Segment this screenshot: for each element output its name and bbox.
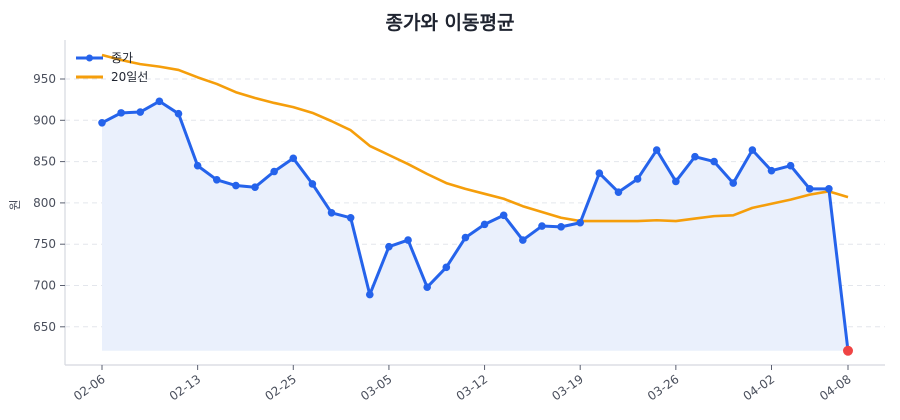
x-axis-ticks: 02-06 02-13 02-25 03-05 03-12 03-19 03-26 04-02… xyxy=(71,365,854,403)
x-tick-label: 02-25 xyxy=(262,372,299,403)
close-price-point xyxy=(117,109,125,117)
close-price-point xyxy=(212,175,221,184)
close-price-point xyxy=(729,179,738,187)
close-price-point xyxy=(595,169,604,177)
chart-title: 종가와 이동평균 xyxy=(385,12,515,34)
close-price-point xyxy=(748,146,757,154)
y-tick-label: 800 xyxy=(33,196,56,210)
ma20-line xyxy=(101,53,849,223)
close-price-point xyxy=(193,161,202,170)
y-axis-ticks: 650 700 750 800 850 900 950 xyxy=(33,72,65,334)
x-tick-label: 03-12 xyxy=(454,372,491,403)
legend: 종가 20일선 xyxy=(76,51,148,84)
y-tick-label: 700 xyxy=(33,279,56,293)
x-tick-label: 02-13 xyxy=(167,372,204,403)
close-price-point xyxy=(691,152,699,161)
close-price-point xyxy=(538,222,546,230)
series-lines xyxy=(101,53,850,351)
close-price-point xyxy=(805,185,814,193)
legend-close-marker-icon xyxy=(86,54,93,62)
x-tick-label: 03-19 xyxy=(549,372,586,403)
close-price-point xyxy=(327,209,336,217)
legend-label-ma20: 20일선 xyxy=(111,70,148,84)
legend-label-close: 종가 xyxy=(111,51,133,65)
data-markers xyxy=(98,97,853,356)
close-price-point xyxy=(557,223,565,231)
close-price-area xyxy=(102,101,848,351)
y-tick-label: 750 xyxy=(33,237,56,251)
close-price-point xyxy=(289,154,298,163)
close-price-point xyxy=(174,109,183,118)
close-price-line xyxy=(101,99,850,351)
close-price-point xyxy=(786,161,795,170)
close-area-fill xyxy=(102,101,848,351)
close-price-point xyxy=(365,290,374,299)
y-axis-label: 원 xyxy=(8,199,22,210)
close-price-point xyxy=(652,146,661,154)
y-tick-label: 850 xyxy=(33,155,56,169)
close-price-point xyxy=(308,180,317,188)
y-tick-label: 950 xyxy=(33,72,56,86)
close-price-point xyxy=(270,167,278,176)
close-price-point xyxy=(423,283,431,291)
close-price-point xyxy=(251,183,259,192)
close-price-point xyxy=(98,118,106,127)
x-tick-label: 03-26 xyxy=(645,372,682,403)
highlighted-last-point xyxy=(843,345,853,356)
close-price-point xyxy=(346,213,355,222)
x-tick-label: 04-02 xyxy=(741,372,778,403)
close-price-point xyxy=(710,157,718,166)
y-tick-label: 650 xyxy=(33,320,56,334)
close-price-point xyxy=(633,175,642,183)
y-tick-label: 900 xyxy=(33,113,56,127)
x-tick-label: 03-05 xyxy=(358,372,395,403)
close-price-point xyxy=(404,236,412,244)
close-price-point xyxy=(385,242,393,251)
close-price-point xyxy=(442,263,451,272)
close-price-point xyxy=(825,185,833,193)
close-price-point xyxy=(672,177,680,186)
close-price-point xyxy=(461,233,470,242)
close-price-point xyxy=(232,181,240,190)
close-price-point xyxy=(136,108,145,116)
x-tick-label: 04-08 xyxy=(817,372,854,403)
close-price-point xyxy=(767,166,776,175)
close-price-point xyxy=(499,211,508,220)
x-tick-label: 02-06 xyxy=(71,372,108,403)
close-price-point xyxy=(576,218,585,227)
close-price-point xyxy=(480,220,489,229)
close-price-point xyxy=(155,97,164,106)
close-price-point xyxy=(519,236,527,244)
close-price-point xyxy=(614,188,623,196)
